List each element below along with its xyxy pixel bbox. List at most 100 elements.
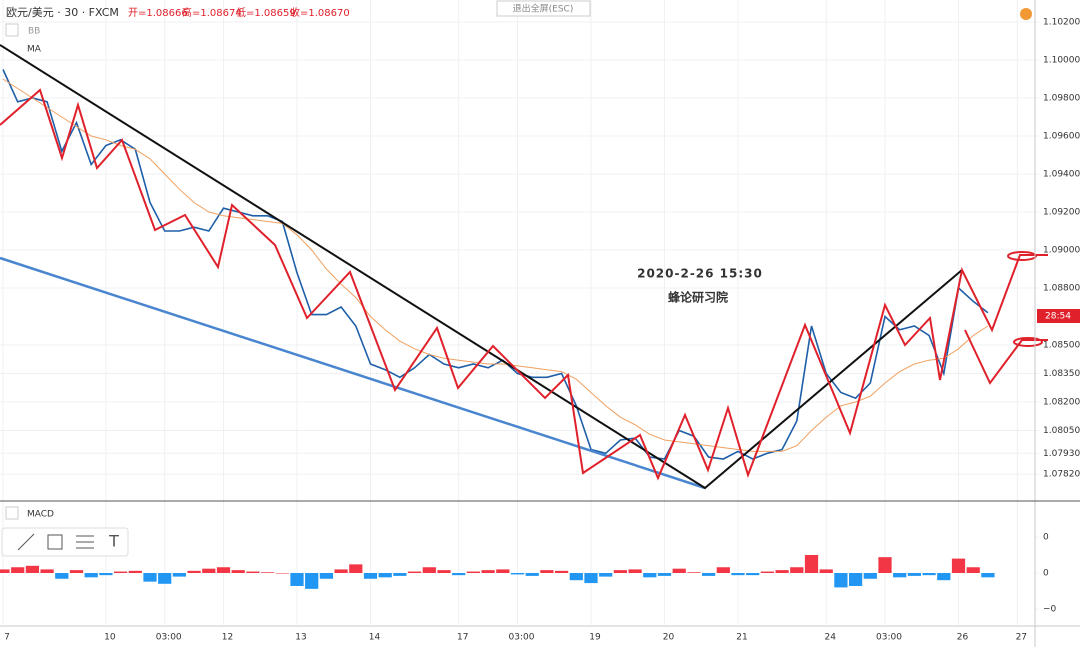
x-tick-label: 12 [222, 633, 233, 643]
watermark: 蜂论研习院 [668, 290, 728, 305]
macd-bar [554, 570, 569, 574]
tool-rect[interactable] [47, 534, 63, 550]
macd-bar [922, 573, 936, 576]
macd-bar [260, 572, 275, 574]
exit-fullscreen-label[interactable]: 退出全屏(ESC) [513, 3, 574, 15]
y-tick-label: 1.10000 [1043, 56, 1080, 66]
macd-bar [643, 573, 657, 578]
support-line [0, 256, 706, 490]
ohlc: 收=1.08670 [290, 6, 350, 19]
macd-bar [790, 567, 804, 574]
macd-bar [510, 573, 525, 575]
macd-bar [113, 571, 128, 574]
macd-bar [907, 573, 922, 576]
macd-bar [363, 573, 378, 579]
macd-bar [731, 573, 745, 576]
y-tick-label: 1.10200 [1043, 18, 1080, 28]
x-tick-label: 21 [736, 633, 747, 643]
macd-bar [848, 573, 863, 586]
indicator-label: MA [27, 45, 42, 55]
plot-layer [0, 69, 995, 589]
x-tick-label: 03:00 [509, 633, 535, 643]
y-tick-label: 1.09800 [1043, 94, 1080, 104]
y-tick-label: 1.09200 [1043, 208, 1080, 218]
macd-bar [99, 573, 113, 576]
macd-bar [128, 570, 142, 574]
macd-bar [878, 557, 892, 574]
macd-bar [760, 571, 775, 574]
alert-icon[interactable] [1020, 8, 1032, 20]
zigzag [0, 88, 1048, 481]
macd-bar [701, 573, 716, 576]
macd-bar [716, 567, 730, 574]
macd-bar [687, 572, 701, 574]
macd-bar [319, 573, 334, 579]
x-tick-label: 03:00 [876, 633, 902, 643]
macd-bar [775, 570, 789, 574]
x-tick-label: 03:00 [156, 633, 182, 643]
macd-bar [407, 571, 422, 574]
ohlc: 开=1.08666 [128, 8, 188, 19]
macd-bar [981, 573, 995, 578]
y-tick-label: 1.08350 [1043, 369, 1080, 379]
panel-title: MACD [27, 510, 54, 520]
price-tag [1037, 309, 1080, 323]
macd-bar [378, 573, 392, 578]
collapse-button[interactable] [5, 506, 19, 520]
y-tick-label: 0 [1043, 532, 1049, 542]
macd-bar [657, 573, 672, 576]
grid-layer [0, 0, 1039, 625]
tool-fib[interactable] [76, 535, 94, 549]
macd-bar [599, 573, 613, 577]
macd-bar [746, 573, 760, 576]
macd-bar [0, 569, 10, 574]
macd-bar [569, 573, 583, 581]
y-tick-label: 1.09000 [1043, 246, 1080, 256]
y-tick-label: 1.07930 [1043, 449, 1080, 459]
macd-bar [158, 573, 172, 584]
macd-bar [613, 570, 628, 574]
macd-bar [25, 565, 40, 574]
macd-bar [172, 573, 187, 577]
x-tick-label: 7 [4, 633, 10, 643]
tool-line[interactable] [17, 533, 35, 551]
macd-bar [11, 567, 25, 574]
ohlc: 低=1.08659 [236, 6, 296, 19]
x-tick-label: 20 [663, 633, 675, 643]
x-tick-label: 14 [369, 633, 381, 643]
x-tick-label: 26 [957, 633, 969, 643]
ohlc: 高=1.08674 [182, 6, 242, 19]
macd-bar [290, 573, 304, 586]
x-tick-label: 19 [589, 633, 601, 643]
macd-bar [951, 558, 966, 574]
macd-bar [496, 569, 510, 574]
x-tick-label: 24 [824, 633, 836, 643]
macd-bar [202, 568, 216, 574]
drawings [0, 44, 1048, 490]
x-tick-label: 13 [295, 633, 306, 643]
tool-text[interactable]: T [108, 532, 119, 551]
y-tick-label: 1.09400 [1043, 170, 1080, 180]
macd-bar [334, 569, 348, 574]
macd-bar [69, 570, 84, 574]
macd-bar [275, 573, 289, 574]
trend-line [0, 44, 963, 490]
macd-bar [231, 570, 245, 574]
macd-bar [216, 567, 231, 574]
x-tick-label: 10 [104, 633, 116, 643]
macd-bar [40, 569, 54, 574]
macd-bar [452, 573, 466, 576]
macd-bar [187, 570, 201, 574]
macd-bar [937, 573, 951, 581]
macd-bar [422, 567, 436, 574]
macd-bar [305, 573, 319, 589]
collapse-button[interactable] [5, 23, 19, 37]
y-tick-label: 0 [1043, 569, 1049, 579]
exit-fullscreen-button[interactable] [496, 0, 591, 17]
symbol: 欧元/美元 · 30 · FXCM [6, 6, 119, 19]
macd-bar [349, 564, 363, 574]
x-tick-label: 17 [457, 633, 468, 643]
macd-bar [466, 571, 481, 574]
